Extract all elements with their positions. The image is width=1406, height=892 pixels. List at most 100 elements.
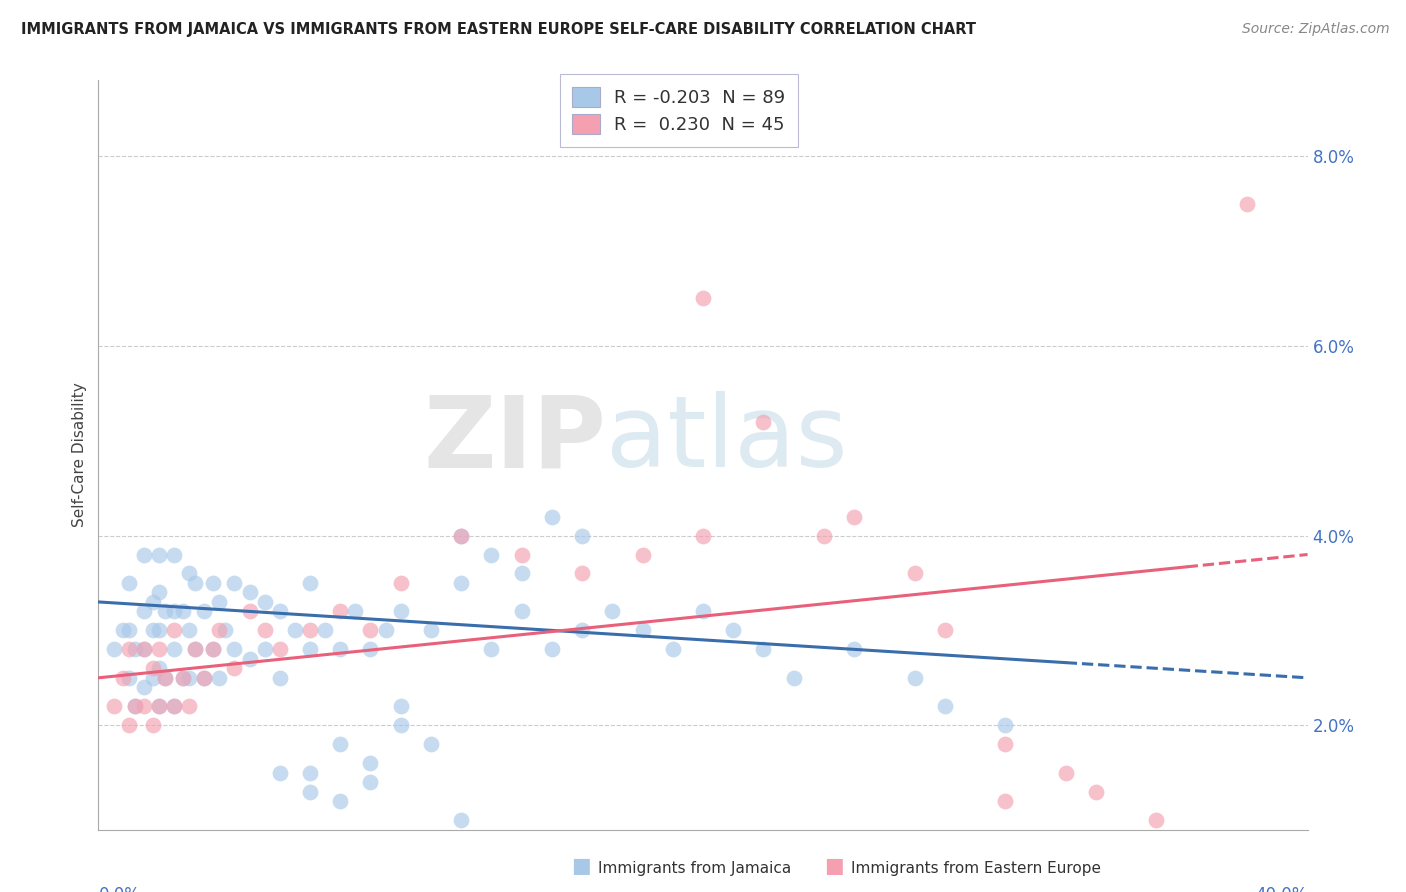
Point (148, 699, 170, 714)
Point (631, 548, 654, 562)
Point (540, 642, 562, 657)
Point (132, 642, 155, 657)
Point (904, 566, 927, 581)
Y-axis label: Self-Care Disability: Self-Care Disability (72, 383, 87, 527)
Text: ■: ■ (571, 856, 591, 876)
Point (299, 576, 322, 591)
Point (571, 624, 593, 638)
Point (253, 595, 276, 609)
Point (420, 737, 443, 751)
Text: ■: ■ (824, 856, 844, 876)
Text: IMMIGRANTS FROM JAMAICA VS IMMIGRANTS FROM EASTERN EUROPE SELF-CARE DISABILITY C: IMMIGRANTS FROM JAMAICA VS IMMIGRANTS FR… (21, 22, 976, 37)
Point (124, 642, 146, 657)
Point (202, 576, 225, 591)
Point (661, 642, 683, 657)
Point (193, 671, 215, 685)
Point (360, 775, 382, 789)
Point (124, 699, 146, 714)
Point (360, 624, 382, 638)
Point (481, 548, 503, 562)
Point (389, 699, 412, 714)
Point (148, 548, 170, 562)
Point (571, 566, 593, 581)
Point (224, 661, 246, 675)
Point (202, 642, 225, 657)
Point (253, 624, 276, 638)
Point (172, 671, 194, 685)
Point (239, 652, 262, 666)
Point (450, 528, 472, 542)
Point (692, 604, 714, 618)
Legend: R = -0.203  N = 89, R =  0.230  N = 45: R = -0.203 N = 89, R = 0.230 N = 45 (560, 74, 797, 146)
Point (299, 765, 322, 780)
Point (329, 794, 352, 808)
Point (148, 624, 170, 638)
Point (193, 604, 215, 618)
Point (239, 604, 262, 618)
Point (450, 813, 472, 827)
Point (284, 624, 307, 638)
Point (111, 671, 134, 685)
Point (844, 509, 866, 524)
Point (329, 604, 352, 618)
Point (481, 642, 503, 657)
Point (208, 671, 231, 685)
Point (360, 642, 382, 657)
Point (142, 624, 165, 638)
Point (163, 699, 186, 714)
Point (179, 671, 201, 685)
Point (571, 528, 593, 542)
Point (299, 624, 322, 638)
Point (389, 576, 412, 591)
Point (253, 642, 276, 657)
Point (1236, 196, 1258, 211)
Point (163, 642, 186, 657)
Point (329, 642, 352, 657)
Point (752, 642, 775, 657)
Point (148, 661, 170, 675)
Point (148, 642, 170, 657)
Point (184, 576, 207, 591)
Text: ZIP: ZIP (423, 392, 606, 489)
Point (239, 585, 262, 599)
Point (344, 604, 367, 618)
Point (142, 595, 165, 609)
Point (163, 604, 186, 618)
Point (163, 548, 186, 562)
Point (132, 699, 155, 714)
Point (172, 604, 194, 618)
Point (934, 624, 956, 638)
Point (148, 585, 170, 599)
Point (208, 624, 231, 638)
Point (420, 624, 443, 638)
Point (132, 548, 155, 562)
Point (374, 624, 396, 638)
Point (1144, 813, 1167, 827)
Point (269, 765, 291, 780)
Point (132, 681, 155, 695)
Point (389, 604, 412, 618)
Point (224, 576, 246, 591)
Point (510, 566, 533, 581)
Point (179, 699, 201, 714)
Point (631, 624, 654, 638)
Text: Source: ZipAtlas.com: Source: ZipAtlas.com (1241, 22, 1389, 37)
Point (602, 604, 624, 618)
Point (904, 671, 927, 685)
Point (844, 642, 866, 657)
Text: 40.0%: 40.0% (1256, 887, 1308, 892)
Point (994, 718, 1017, 732)
Point (450, 528, 472, 542)
Point (118, 642, 141, 657)
Point (118, 624, 141, 638)
Point (103, 642, 125, 657)
Point (329, 737, 352, 751)
Point (142, 718, 165, 732)
Point (111, 624, 134, 638)
Point (692, 292, 714, 306)
Text: Immigrants from Eastern Europe: Immigrants from Eastern Europe (851, 861, 1101, 876)
Point (132, 642, 155, 657)
Point (934, 699, 956, 714)
Point (179, 624, 201, 638)
Point (142, 661, 165, 675)
